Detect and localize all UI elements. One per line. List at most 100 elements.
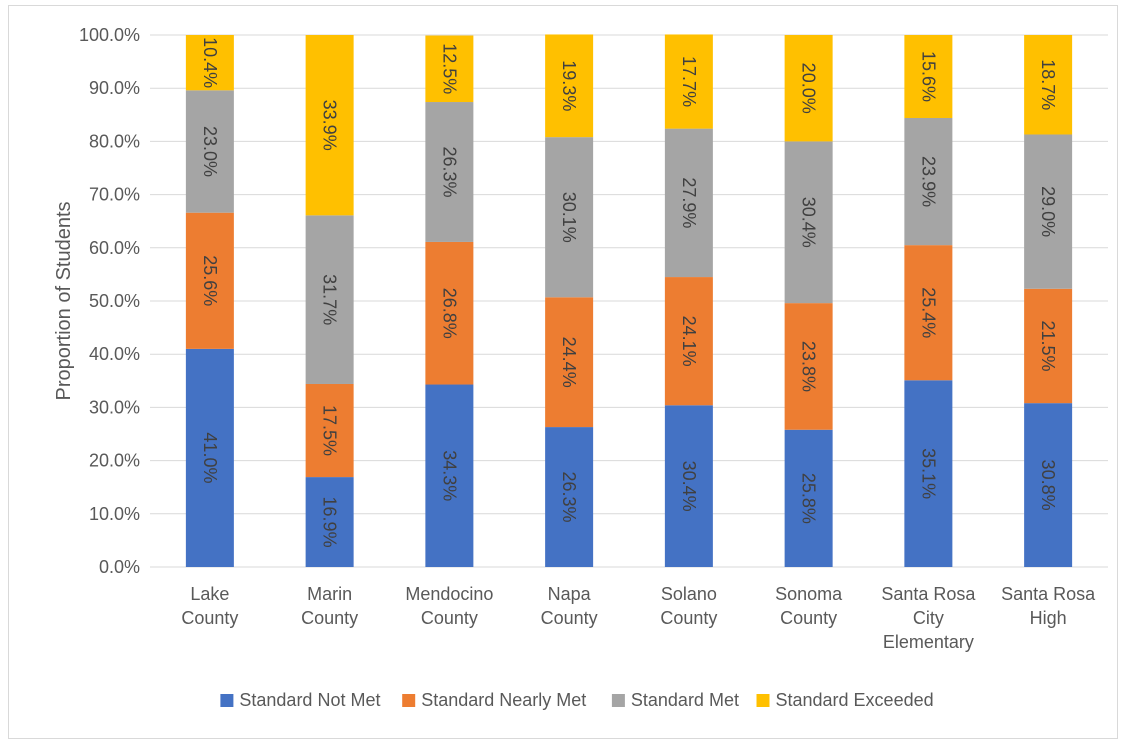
bar-segment <box>784 141 833 304</box>
bar-segment <box>1024 288 1073 404</box>
x-category-label: County <box>301 608 358 628</box>
bar-segment <box>305 477 354 567</box>
data-label: 34.3% <box>439 450 459 501</box>
data-label: 33.9% <box>320 100 340 151</box>
data-label: 24.4% <box>559 337 579 388</box>
x-category-label: Santa Rosa <box>881 584 976 604</box>
data-label: 26.8% <box>439 288 459 339</box>
legend-swatch <box>756 694 770 707</box>
data-label: 30.4% <box>679 461 699 512</box>
bar-segment <box>784 35 833 142</box>
y-tick-label: 30.0% <box>89 397 140 417</box>
bar-segment <box>664 128 713 278</box>
bar-segment <box>1024 35 1073 135</box>
x-category-label: County <box>660 608 717 628</box>
y-tick-label: 40.0% <box>89 344 140 364</box>
bar-segment <box>904 117 953 246</box>
data-label: 16.9% <box>320 497 340 548</box>
data-label: 25.6% <box>200 255 220 306</box>
data-label: 25.4% <box>918 287 938 338</box>
x-category-label: Napa <box>548 584 592 604</box>
legend-label: Standard Met <box>631 690 739 710</box>
x-category-label: Sonoma <box>775 584 843 604</box>
bar-segment <box>545 427 594 567</box>
bar-segment <box>425 241 474 385</box>
data-label: 23.9% <box>918 156 938 207</box>
y-tick-label: 100.0% <box>79 25 140 45</box>
data-label: 25.8% <box>799 473 819 524</box>
y-tick-label: 90.0% <box>89 78 140 98</box>
bar-segment <box>305 383 354 478</box>
bar-segment <box>545 137 594 298</box>
data-label: 17.7% <box>679 56 699 107</box>
y-tick-label: 10.0% <box>89 504 140 524</box>
y-tick-label: 20.0% <box>89 451 140 471</box>
data-label: 30.8% <box>1038 460 1058 511</box>
bar-segment <box>305 35 354 216</box>
bar-segment <box>545 34 594 138</box>
x-category-label: Lake <box>190 584 229 604</box>
x-category-label: High <box>1030 608 1067 628</box>
bar-segment <box>425 102 474 242</box>
y-tick-label: 0.0% <box>99 557 140 577</box>
y-tick-label: 50.0% <box>89 291 140 311</box>
legend-label: Standard Nearly Met <box>421 690 586 710</box>
data-label: 19.3% <box>559 60 579 111</box>
data-label: 29.0% <box>1038 186 1058 237</box>
bar-segment <box>425 384 474 567</box>
bar-segment <box>784 303 833 430</box>
y-tick-label: 60.0% <box>89 238 140 258</box>
data-label: 23.0% <box>200 126 220 177</box>
data-label: 21.5% <box>1038 320 1058 371</box>
data-label: 41.0% <box>200 432 220 483</box>
bar-segment <box>185 35 234 91</box>
legend-swatch <box>220 694 234 707</box>
legend-label: Standard Not Met <box>239 690 380 710</box>
bar-segment <box>545 297 594 428</box>
x-category-label: City <box>913 608 944 628</box>
data-label: 20.0% <box>799 63 819 114</box>
bar-segment <box>664 405 713 567</box>
x-category-label: Santa Rosa <box>1001 584 1096 604</box>
x-category-label: Solano <box>661 584 717 604</box>
x-category-label: Mendocino <box>405 584 493 604</box>
x-category-label: County <box>780 608 837 628</box>
legend-swatch <box>611 694 625 707</box>
bar-segment <box>305 215 354 384</box>
bar-segment <box>1024 403 1073 567</box>
data-label: 30.4% <box>799 197 819 248</box>
data-label: 31.7% <box>320 274 340 325</box>
bar-segment <box>664 34 713 129</box>
y-tick-label: 70.0% <box>89 185 140 205</box>
data-label: 26.3% <box>559 472 579 523</box>
data-label: 17.5% <box>320 405 340 456</box>
data-label: 24.1% <box>679 316 699 367</box>
bar-segment <box>784 429 833 567</box>
data-label: 35.1% <box>918 448 938 499</box>
data-label: 26.3% <box>439 146 459 197</box>
x-category-label: Elementary <box>883 632 974 652</box>
legend-label: Standard Exceeded <box>776 690 934 710</box>
data-label: 10.4% <box>200 37 220 88</box>
data-label: 23.8% <box>799 341 819 392</box>
bar-segment <box>904 35 953 118</box>
data-label: 30.1% <box>559 192 579 243</box>
legend-swatch <box>402 694 416 707</box>
x-category-label: Marin <box>307 584 352 604</box>
data-label: 18.7% <box>1038 59 1058 110</box>
bar-segment <box>904 245 953 381</box>
bar-segment <box>185 348 234 567</box>
bar-segment <box>185 90 234 213</box>
bar-segment <box>664 277 713 406</box>
x-category-label: County <box>181 608 238 628</box>
bar-segment <box>1024 134 1073 289</box>
x-category-label: County <box>541 608 598 628</box>
bar-segment <box>425 35 474 103</box>
bar-segment <box>185 212 234 349</box>
x-category-label: County <box>421 608 478 628</box>
data-label: 15.6% <box>918 51 938 102</box>
y-tick-label: 80.0% <box>89 131 140 151</box>
data-label: 27.9% <box>679 177 699 228</box>
y-axis-title: Proportion of Students <box>53 201 75 400</box>
